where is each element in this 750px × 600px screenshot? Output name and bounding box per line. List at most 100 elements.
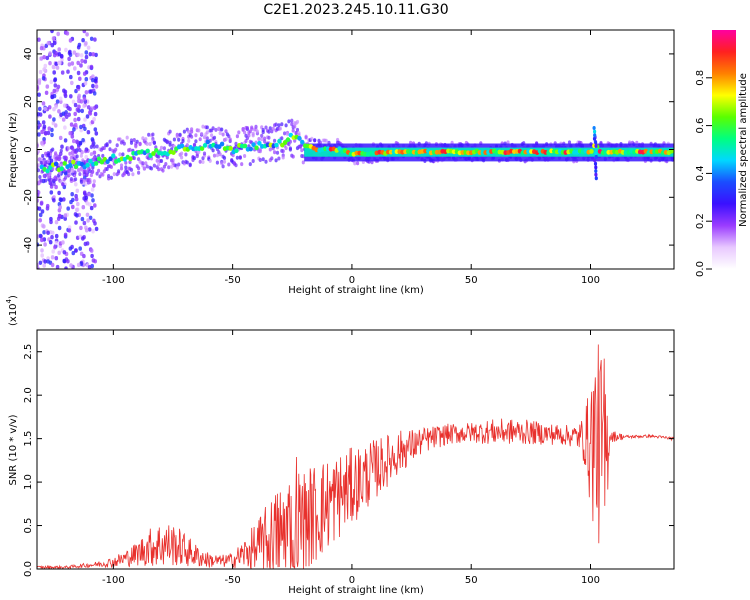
- heatmap-noise-cell: [91, 74, 95, 79]
- heatmap-halo-cell: [157, 162, 161, 167]
- heatmap-noise-cell: [63, 103, 67, 108]
- heatmap-halo-cell: [280, 136, 284, 141]
- heatmap-noise-cell: [53, 78, 57, 83]
- heatmap-noise-cell: [79, 99, 84, 104]
- heatmap-noise-cell: [50, 262, 55, 268]
- heatmap-noise-cell: [60, 144, 64, 149]
- heatmap-halo-cell: [64, 155, 68, 160]
- heatmap-halo-cell: [294, 131, 298, 136]
- heatmap-noise-cell: [76, 262, 81, 268]
- heatmap-halo-cell: [177, 162, 181, 167]
- heatmap-noise-cell: [76, 116, 81, 122]
- heatmap-halo-cell: [79, 153, 83, 158]
- heatmap-halo-cell: [301, 160, 305, 165]
- heatmap-spike-cell: [594, 143, 598, 148]
- heatmap-halo-cell: [69, 155, 73, 160]
- heatmap-noise-cell: [37, 132, 41, 137]
- heatmap-noise-cell: [85, 201, 89, 206]
- heatmap-halo-cell: [267, 135, 271, 140]
- heatmap-ridge-cell: [337, 146, 342, 152]
- heatmap-noise-cell: [61, 240, 65, 245]
- heatmap-halo-cell: [124, 160, 128, 165]
- heatmap-halo-cell: [38, 175, 42, 179]
- heatmap-halo-cell: [190, 127, 194, 132]
- heatmap-noise-cell: [45, 84, 50, 89]
- heatmap-noise-cell: [92, 117, 96, 122]
- heatmap-noise-cell: [76, 70, 81, 76]
- heatmap-noise-cell: [87, 265, 92, 269]
- heatmap-halo-cell: [198, 159, 202, 164]
- heatmap-halo-cell: [264, 125, 268, 130]
- heatmap-noise-cell: [85, 212, 90, 217]
- heatmap-noise-cell: [50, 94, 55, 100]
- heatmap-noise-cell: [38, 260, 43, 265]
- heatmap-halo-cell: [220, 127, 224, 132]
- heatmap-noise-cell: [78, 246, 82, 251]
- heatmap-noise-cell: [90, 187, 95, 192]
- heatmap-halo-cell: [84, 160, 88, 165]
- heatmap-ridge-cell: [96, 156, 102, 162]
- heatmap-halo-cell: [128, 147, 132, 152]
- heatmap-noise-cell: [82, 96, 87, 101]
- heatmap-halo-cell: [234, 141, 238, 146]
- heatmap-noise-cell: [73, 66, 77, 71]
- heatmap-noise-cell: [47, 126, 52, 131]
- heatmap-halo-cell: [68, 151, 72, 156]
- heatmap-noise-cell: [81, 236, 85, 241]
- heatmap-halo-cell: [284, 123, 288, 128]
- heatmap-noise-cell: [83, 117, 87, 122]
- heatmap-noise-cell: [70, 192, 74, 197]
- heatmap-noise-cell: [41, 101, 46, 106]
- spectrogram-x-label: Height of straight line (km): [288, 285, 424, 296]
- heatmap-noise-cell: [52, 117, 56, 122]
- heatmap-noise-cell: [62, 250, 67, 255]
- heatmap-halo-cell: [178, 132, 182, 137]
- heatmap-noise-cell: [88, 111, 93, 116]
- heatmap-noise-cell: [50, 230, 55, 235]
- heatmap-halo-cell: [141, 136, 145, 141]
- heatmap-noise-cell: [81, 38, 85, 43]
- heatmap-halo-cell: [290, 122, 294, 127]
- heatmap-noise-cell: [84, 195, 89, 200]
- heatmap-halo-cell: [190, 134, 194, 139]
- heatmap-halo-cell: [122, 141, 126, 146]
- heatmap-noise-cell: [40, 253, 44, 258]
- heatmap-halo-cell: [205, 130, 209, 135]
- heatmap-noise-cell: [41, 76, 46, 81]
- heatmap-halo-cell: [243, 154, 247, 158]
- colorbar-tick-label: 0.8: [695, 70, 706, 86]
- heatmap-noise-cell: [46, 230, 50, 235]
- heatmap-spike-cell: [593, 158, 597, 163]
- heatmap-halo-cell: [157, 154, 161, 159]
- heatmap-ridge-cell: [85, 162, 90, 168]
- heatmap-halo-cell: [290, 118, 294, 123]
- heatmap-halo-cell: [280, 122, 284, 127]
- heatmap-ridge-cell: [297, 135, 302, 141]
- x-tick-label: -50: [224, 575, 240, 586]
- heatmap-halo-cell: [227, 134, 231, 139]
- heatmap-halo-cell: [313, 138, 317, 143]
- heatmap-halo-cell: [258, 158, 262, 162]
- y-tick-label: 0.5: [23, 518, 34, 534]
- heatmap-noise-cell: [71, 204, 75, 210]
- snr-multiplier-close: ): [8, 295, 19, 299]
- heatmap-halo-cell: [211, 126, 215, 131]
- heatmap-noise-cell: [67, 56, 71, 62]
- spectrogram-y-label: Frequency (Hz): [8, 112, 19, 188]
- heatmap-halo-cell: [227, 162, 231, 167]
- heatmap-halo-cell: [79, 167, 83, 172]
- heatmap-noise-cell: [57, 190, 61, 196]
- heatmap-noise-cell: [54, 233, 59, 239]
- heatmap-noise-cell: [91, 258, 96, 263]
- heatmap-halo-cell: [118, 152, 122, 157]
- y-tick-label: 0.0: [23, 561, 34, 577]
- heatmap-halo-cell: [234, 163, 238, 168]
- heatmap-noise-cell: [90, 253, 94, 259]
- heatmap-halo-cell: [92, 144, 96, 149]
- heatmap-noise-cell: [69, 122, 74, 127]
- x-tick-label: 0: [349, 275, 355, 286]
- heatmap-halo-cell: [251, 159, 255, 163]
- heatmap-noise-cell: [79, 124, 83, 130]
- heatmap-halo-cell: [68, 172, 72, 177]
- heatmap-noise-cell: [75, 107, 80, 112]
